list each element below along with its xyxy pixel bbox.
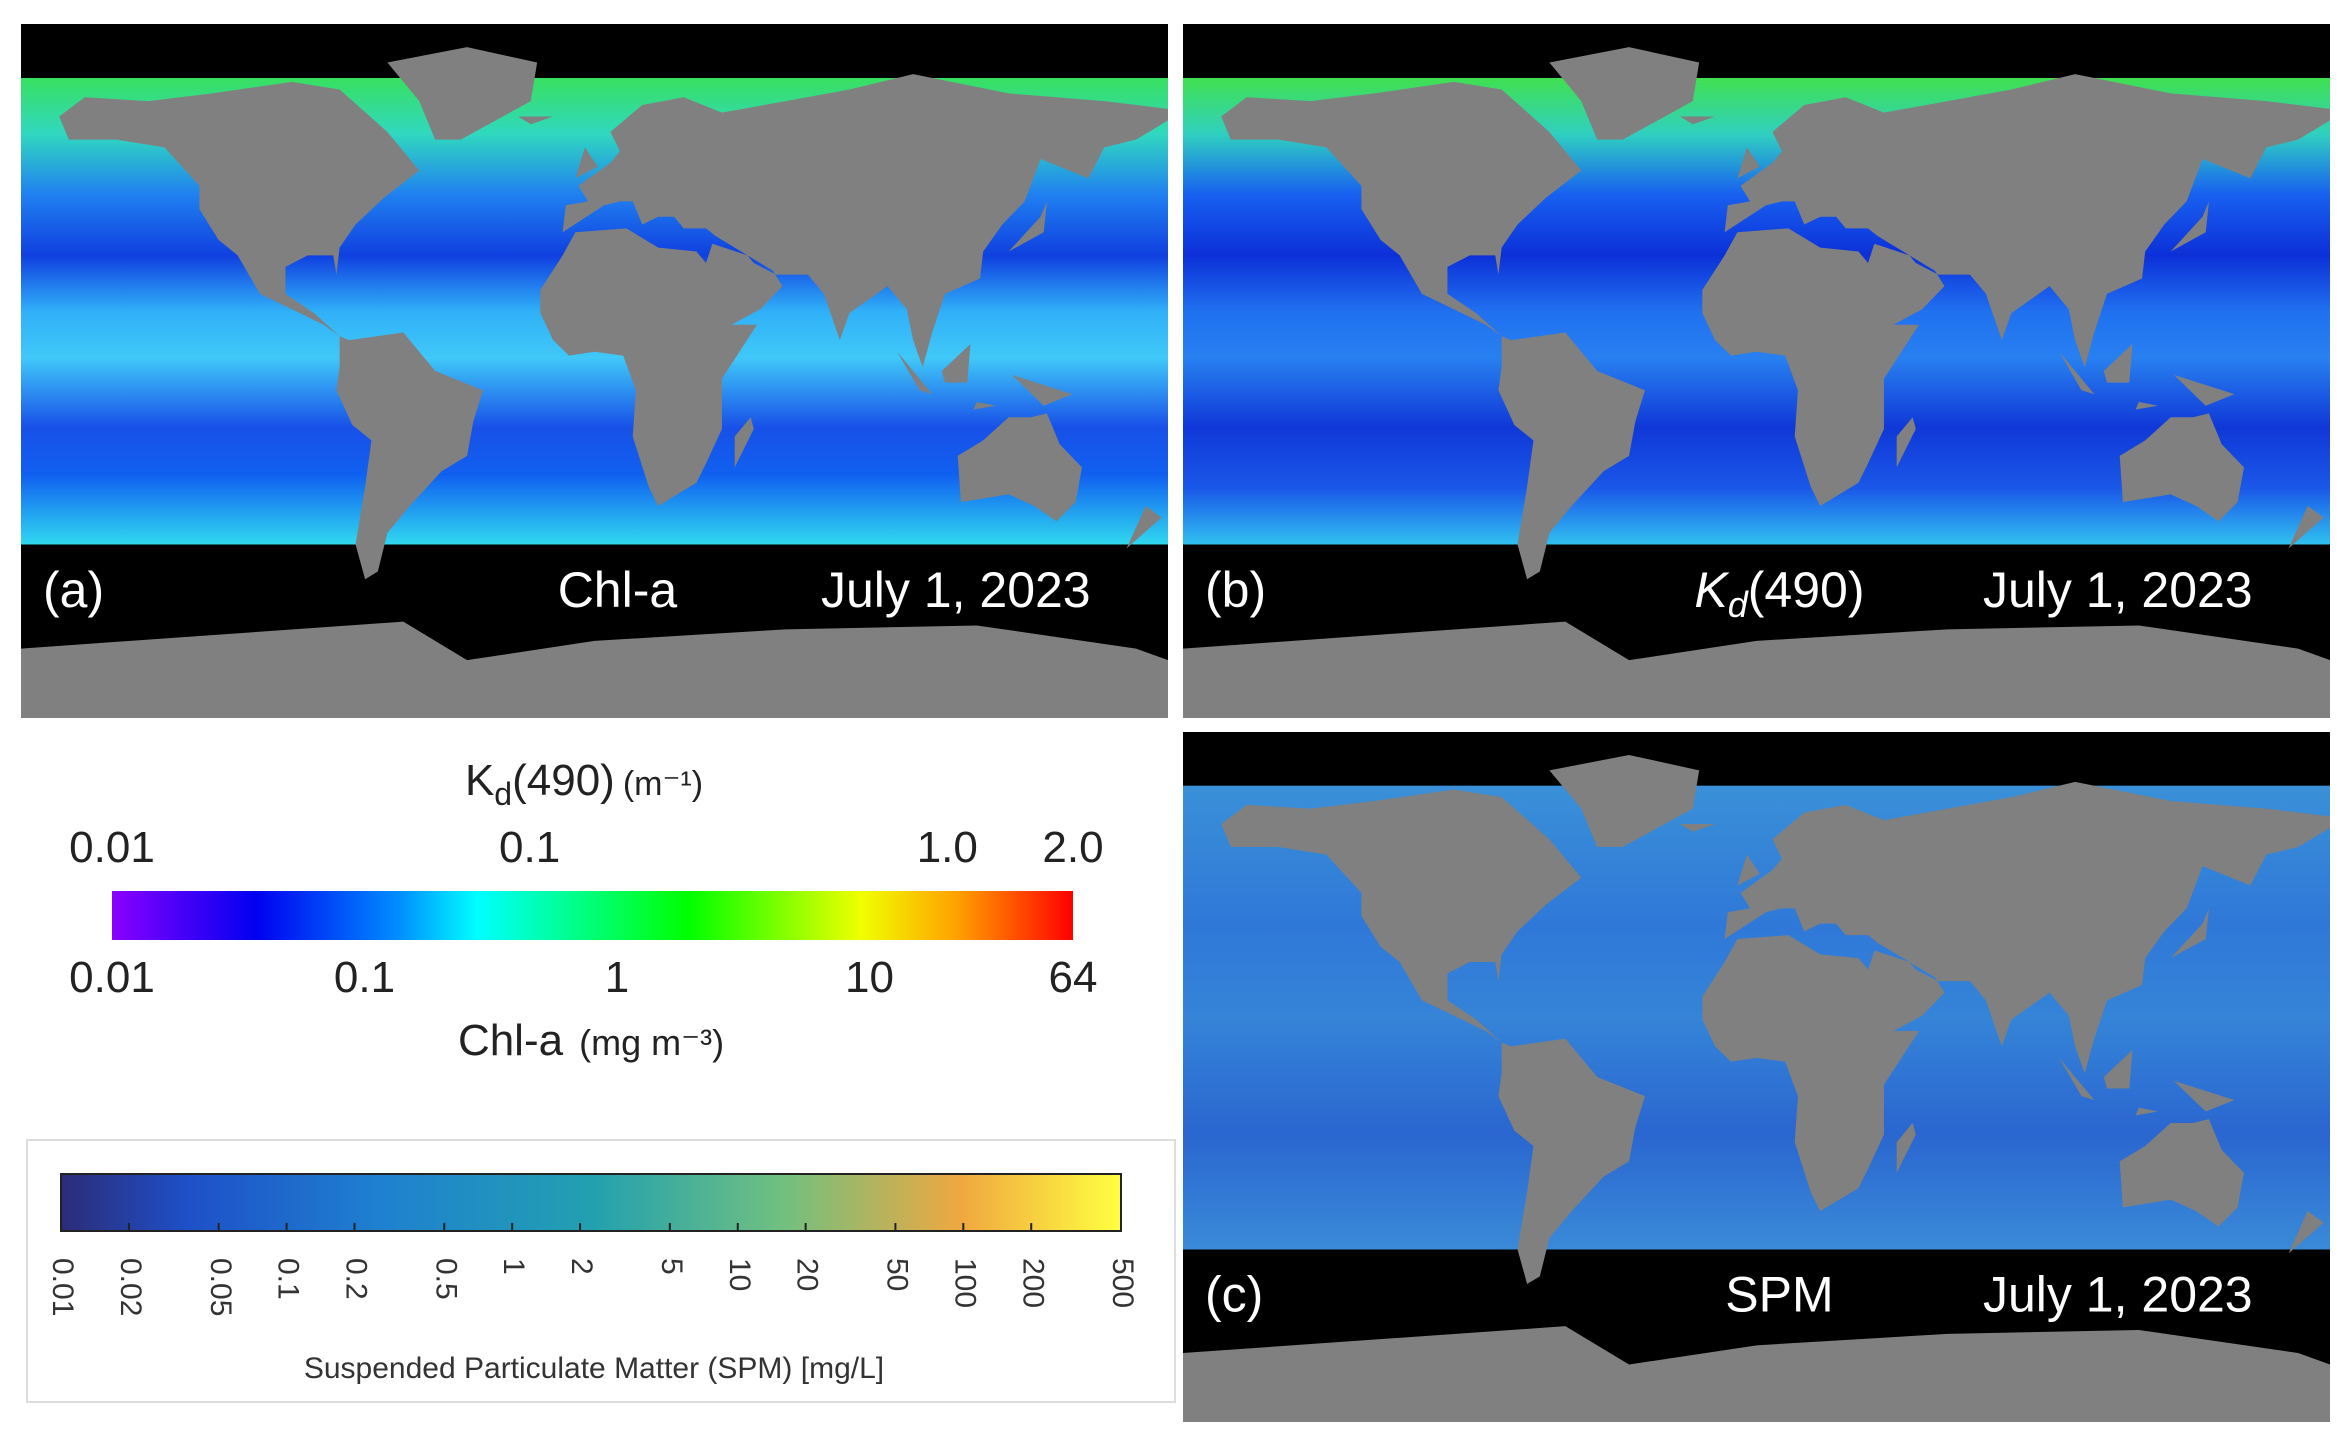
date: July 1, 2023: [1983, 1267, 2253, 1323]
spm-tick-label: 100: [948, 1258, 981, 1308]
symbol: K: [465, 756, 494, 805]
panel-label: (a): [43, 562, 104, 618]
colorbar: [60, 1173, 1122, 1232]
spm-tick-label: 500: [1106, 1258, 1139, 1308]
spm-tick-label: 0.02: [114, 1258, 147, 1316]
map: [1183, 732, 2330, 1422]
land: [21, 47, 1168, 718]
chl-tick-label: 0.01: [69, 953, 155, 1002]
panel-label: (c): [1205, 1267, 1263, 1323]
subscript: d: [494, 776, 512, 812]
land: [1183, 47, 2330, 718]
spm-tick-label: 0.2: [340, 1258, 373, 1300]
name: Chl-a: [458, 1016, 564, 1065]
spm-tick-label: 10: [723, 1258, 756, 1291]
map: [1183, 24, 2330, 718]
variable-name: Chl-a: [558, 562, 678, 618]
spm-tick-label: 0.1: [272, 1258, 305, 1300]
land: [1183, 755, 2330, 1422]
panel-label: (b): [1205, 562, 1266, 618]
spm-tick-label: 0.05: [204, 1258, 237, 1316]
date: July 1, 2023: [821, 562, 1091, 618]
kd-tick-label: 0.01: [69, 823, 155, 872]
spm-tick-label: 5: [655, 1258, 688, 1275]
unit: (mg m⁻³): [579, 1022, 724, 1063]
chl-tick-label: 10: [845, 953, 894, 1002]
chl-tick-label: 0.1: [334, 953, 395, 1002]
suffix: (490): [512, 756, 615, 805]
date: July 1, 2023: [1983, 562, 2253, 618]
chl-tick-label: 1: [605, 953, 629, 1002]
colorbar: [112, 891, 1073, 940]
legend-frame: [26, 1139, 1176, 1403]
kd-tick-label: 1.0: [917, 823, 978, 872]
variable-name: Kd(490): [1694, 562, 1864, 625]
spm-tick-label: 0.5: [429, 1258, 462, 1300]
spm-tick-label: 1: [497, 1258, 530, 1275]
map: [21, 24, 1168, 718]
variable-name: SPM: [1725, 1267, 1833, 1323]
kd-title: Kd(490) (m⁻¹): [465, 756, 703, 812]
spm-tick-label: 20: [791, 1258, 824, 1291]
kd-tick-label: 0.1: [499, 823, 560, 872]
unit: (m⁻¹): [623, 765, 703, 803]
chl-tick-label: 64: [1049, 953, 1098, 1002]
kd-tick-label: 2.0: [1042, 823, 1103, 872]
spm-title: Suspended Particulate Matter (SPM) [mg/L…: [304, 1352, 884, 1385]
spm-tick-label: 0.01: [46, 1258, 79, 1316]
subscript: d: [1728, 584, 1749, 625]
chl-title: Chl-a (mg m⁻³): [458, 1016, 724, 1065]
spm-tick-label: 50: [880, 1258, 913, 1291]
symbol: K: [1694, 562, 1730, 618]
spm-tick-label: 200: [1016, 1258, 1049, 1308]
suffix: (490): [1748, 562, 1865, 618]
spm-tick-label: 2: [565, 1258, 598, 1275]
